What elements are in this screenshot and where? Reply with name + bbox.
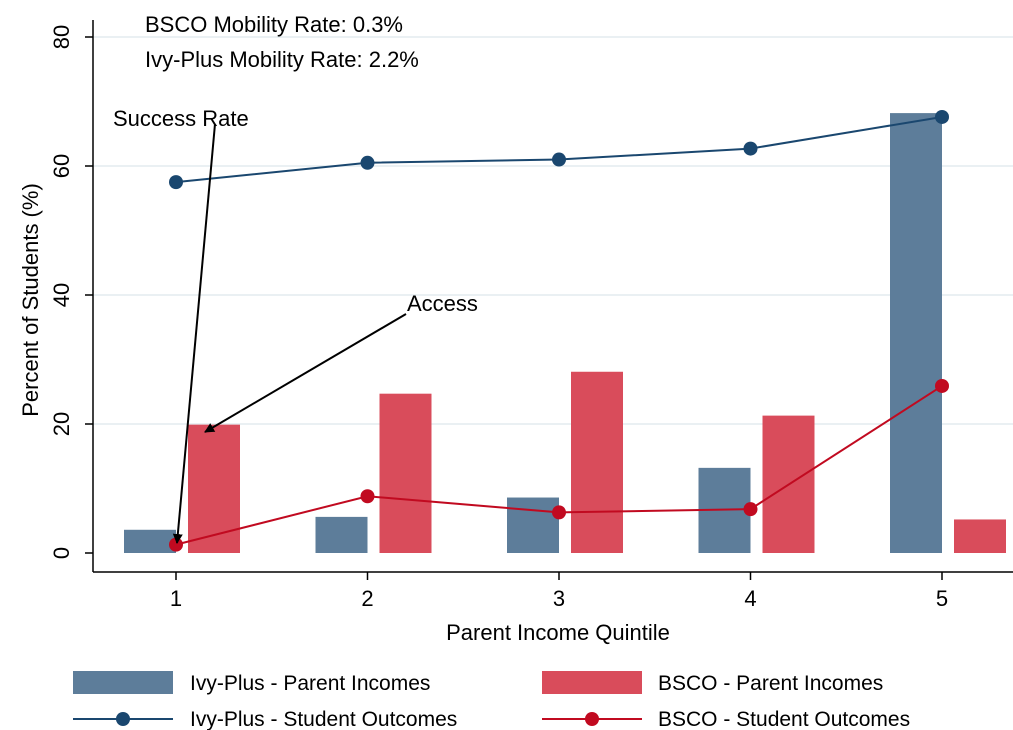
legend: Ivy-Plus - Parent Incomes BSCO - Parent … xyxy=(73,671,910,730)
ivy-outcome-point-1 xyxy=(169,175,183,190)
bsco-bar-1 xyxy=(188,424,240,553)
y-tick-label: 0 xyxy=(49,547,74,559)
ivy-mobility-rate: Ivy-Plus Mobility Rate: 2.2% xyxy=(145,47,419,72)
bsco-outcome-point-5 xyxy=(935,378,949,393)
legend-swatch-ivy-bars xyxy=(73,671,173,694)
ivy-bar-1 xyxy=(124,529,176,553)
bsco-outcome-point-4 xyxy=(743,502,758,517)
ivy-bar-5 xyxy=(890,113,942,554)
lines xyxy=(169,109,949,552)
legend-marker-ivy-line xyxy=(116,712,130,726)
x-ticks: 1 2 3 4 5 xyxy=(170,572,948,611)
bsco-bar-3 xyxy=(571,371,623,553)
y-ticks: 0 20 40 60 80 xyxy=(49,25,93,559)
ivy-outcome-line xyxy=(175,115,943,184)
legend-swatch-bsco-bars xyxy=(542,671,642,694)
legend-label-bsco-bars: BSCO - Parent Incomes xyxy=(658,672,883,695)
x-tick-label: 4 xyxy=(744,586,756,611)
ivy-bar-3 xyxy=(507,497,559,553)
bars xyxy=(124,113,1006,554)
ivy-outcome-point-5 xyxy=(935,109,949,124)
y-axis-title: Percent of Students (%) xyxy=(18,183,43,417)
bsco-outcome-point-1 xyxy=(169,537,183,552)
ivy-bar-2 xyxy=(315,516,368,553)
bsco-mobility-rate: BSCO Mobility Rate: 0.3% xyxy=(145,12,403,37)
access-label: Access xyxy=(407,291,478,316)
legend-marker-bsco-line xyxy=(585,712,599,726)
y-tick-label: 20 xyxy=(49,412,74,436)
legend-label-bsco-line: BSCO - Student Outcomes xyxy=(658,708,910,730)
access-arrow xyxy=(204,313,407,433)
success-rate-arrow xyxy=(172,123,216,544)
x-tick-label: 1 xyxy=(170,586,182,611)
ivy-outcome-point-4 xyxy=(743,141,758,156)
y-tick-label: 40 xyxy=(49,283,74,307)
x-tick-label: 2 xyxy=(361,586,373,611)
bsco-bar-5 xyxy=(954,519,1006,553)
gridlines xyxy=(93,36,1013,425)
x-tick-label: 5 xyxy=(936,586,948,611)
legend-label-ivy-bars: Ivy-Plus - Parent Incomes xyxy=(190,672,430,695)
ivy-outcome-point-2 xyxy=(360,155,375,170)
bsco-bar-2 xyxy=(379,393,432,553)
x-axis-title: Parent Income Quintile xyxy=(446,620,670,645)
y-tick-label: 60 xyxy=(49,154,74,178)
y-tick-label: 80 xyxy=(49,25,74,49)
bsco-outcome-point-2 xyxy=(360,489,375,504)
ivy-outcome-point-3 xyxy=(552,152,566,167)
success-rate-label: Success Rate xyxy=(113,106,249,131)
x-tick-label: 3 xyxy=(553,586,565,611)
legend-label-ivy-line: Ivy-Plus - Student Outcomes xyxy=(190,708,457,730)
bsco-outcome-point-3 xyxy=(552,505,566,520)
